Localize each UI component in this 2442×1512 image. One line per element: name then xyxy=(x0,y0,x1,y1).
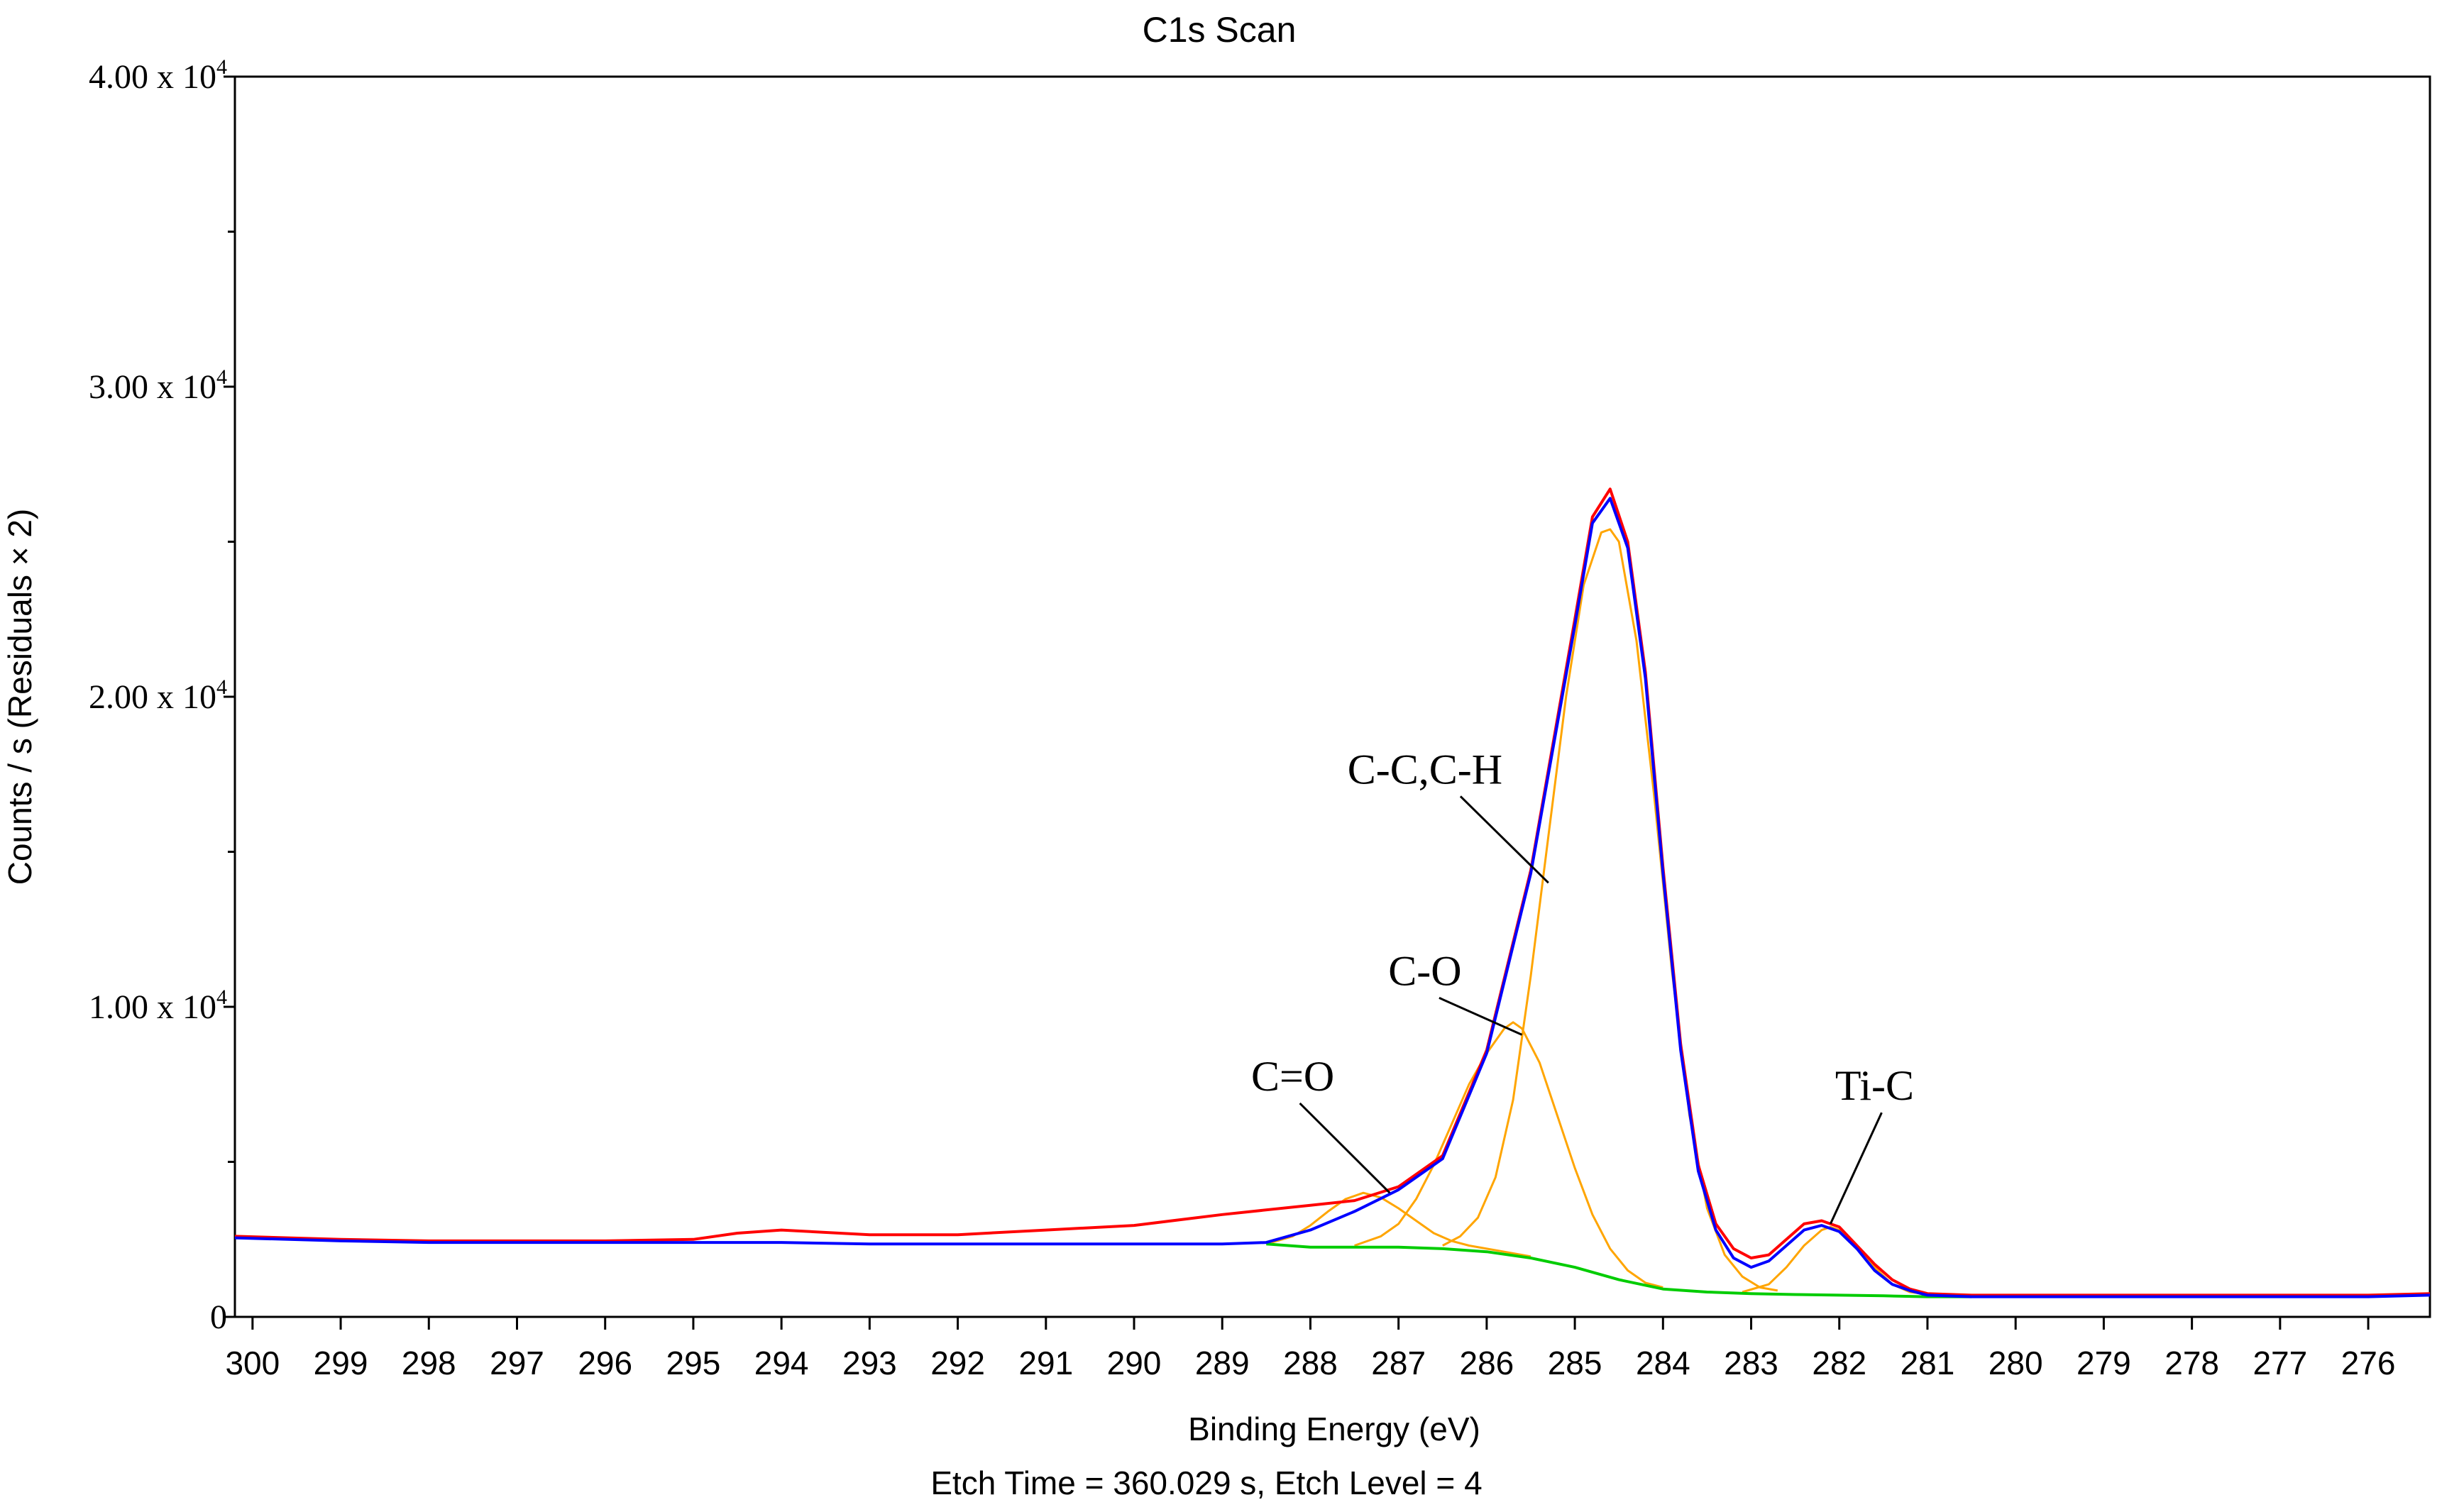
y-tick-base: 10 xyxy=(182,368,216,406)
y-axis-label: Counts / s (Residuals × 2) xyxy=(1,509,38,885)
x-tick-label: 296 xyxy=(578,1345,632,1381)
y-tick-times: x xyxy=(148,58,182,96)
series-layer xyxy=(234,487,2431,1298)
x-tick-label: 285 xyxy=(1548,1345,1602,1381)
series-line-c-o-component xyxy=(1265,1191,1531,1258)
plot-frame xyxy=(233,75,2431,1318)
x-tick-label: 297 xyxy=(490,1345,544,1381)
tick-group: 300 299 298 297 296 295 294 293 292 291 290 289 288 2… xyxy=(89,55,2395,1381)
cc-ch-label: C-C,C-H xyxy=(1348,746,1502,793)
x-tick-label: 289 xyxy=(1195,1345,1250,1381)
x-tick-label: 299 xyxy=(314,1345,368,1381)
x-tick-label: 283 xyxy=(1724,1345,1778,1381)
y-tick-times: x xyxy=(148,988,182,1026)
x-tick-label: 292 xyxy=(930,1345,985,1381)
ti-c-label: Ti-C xyxy=(1835,1062,1914,1109)
x-tick-label: 295 xyxy=(666,1345,721,1381)
c-eq-o-label-pointer xyxy=(1299,1102,1391,1194)
x-tick-label: 291 xyxy=(1018,1345,1073,1381)
y-tick-label: 4.00 x 104 xyxy=(89,55,227,96)
series-line-envelope xyxy=(234,497,2431,1298)
x-tick-label: 276 xyxy=(2341,1345,2396,1381)
y-tick-mantissa: 4.00 xyxy=(89,58,148,96)
x-tick-label: 288 xyxy=(1283,1345,1338,1381)
x-tick-label: 279 xyxy=(2077,1345,2131,1381)
x-tick-label: 280 xyxy=(1989,1345,2043,1381)
y-tick-times: x xyxy=(148,678,182,716)
y-tick-label: 2.00 x 104 xyxy=(89,675,227,716)
y-tick-label: 0 xyxy=(210,1298,227,1336)
y-tick-exponent: 4 xyxy=(216,55,227,79)
series-line-c-o-component xyxy=(1354,1021,1663,1288)
x-axis-label: Binding Energy (eV) xyxy=(1188,1411,1480,1447)
chart-title: C1s Scan xyxy=(1143,10,1297,50)
x-tick-label: 281 xyxy=(1901,1345,1955,1381)
y-tick-exponent: 4 xyxy=(216,365,227,389)
x-tick-label: 300 xyxy=(225,1345,280,1381)
y-tick-base: 10 xyxy=(182,678,216,716)
etch-subtitle: Etch Time = 360.029 s, Etch Level = 4 xyxy=(930,1464,1482,1501)
c-o-label: C-O xyxy=(1388,947,1461,994)
x-tick-label: 298 xyxy=(402,1345,456,1381)
y-tick-base: 10 xyxy=(182,58,216,96)
y-tick-times: x xyxy=(148,368,182,406)
c-o-label-pointer xyxy=(1439,997,1523,1036)
x-tick-label: 293 xyxy=(842,1345,897,1381)
y-tick-exponent: 4 xyxy=(216,986,227,1009)
y-tick-label: 1.00 x 104 xyxy=(89,986,227,1026)
x-tick-label: 277 xyxy=(2253,1345,2307,1381)
x-tick-label: 287 xyxy=(1371,1345,1426,1381)
x-tick-label: 290 xyxy=(1107,1345,1162,1381)
y-tick-base: 10 xyxy=(182,988,216,1026)
y-tick-mantissa: 1.00 xyxy=(89,988,148,1026)
c-eq-o-label: C=O xyxy=(1251,1053,1334,1100)
cc-ch-label-pointer xyxy=(1459,795,1549,884)
ti-c-label-pointer xyxy=(1829,1112,1883,1225)
x-tick-label: 294 xyxy=(754,1345,809,1381)
y-tick-mantissa: 3.00 xyxy=(89,368,148,406)
x-tick-label: 282 xyxy=(1812,1345,1866,1381)
y-tick-mantissa: 0 xyxy=(210,1298,227,1336)
x-tick-label: 278 xyxy=(2165,1345,2219,1381)
y-tick-label: 3.00 x 104 xyxy=(89,365,227,406)
series-line-background xyxy=(1266,1242,1972,1298)
y-tick-exponent: 4 xyxy=(216,675,227,699)
annotation-layer: C-C,C-H C-O C=O Ti-C xyxy=(1251,746,1914,1225)
x-tick-label: 284 xyxy=(1636,1345,1690,1381)
series-line-c-c-c-h-component xyxy=(1442,528,1778,1292)
y-tick-mantissa: 2.00 xyxy=(89,678,148,716)
plot-area xyxy=(233,75,2431,1318)
x-tick-label: 286 xyxy=(1460,1345,1514,1381)
